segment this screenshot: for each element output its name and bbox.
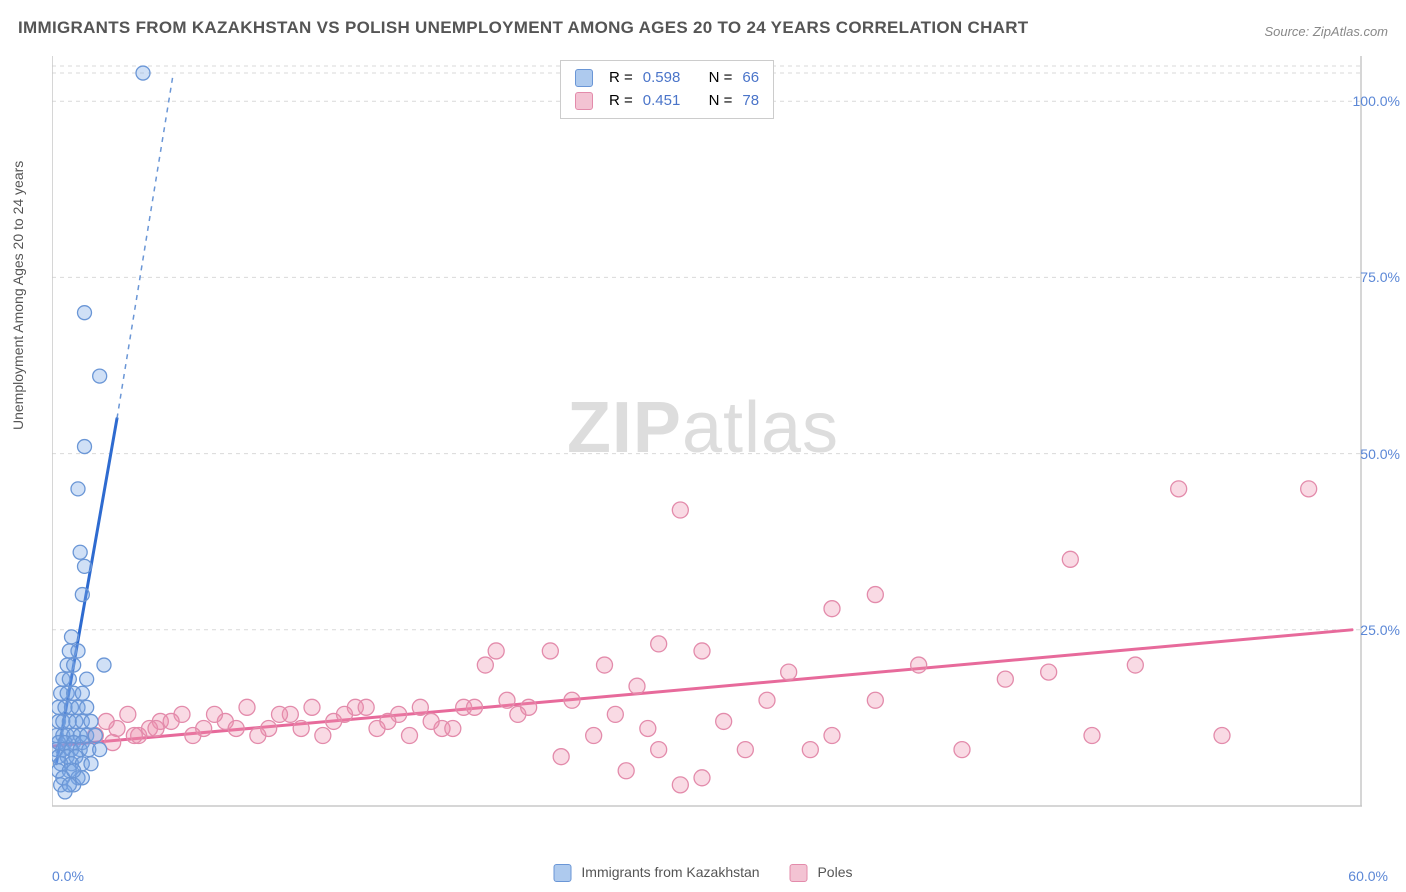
legend-item-series-b: Poles xyxy=(790,864,853,882)
y-tick-label: 25.0% xyxy=(1360,622,1400,638)
stat-N-label: N = xyxy=(709,90,733,113)
stats-swatch-b xyxy=(575,92,593,110)
legend-item-series-a: Immigrants from Kazakhstan xyxy=(554,864,760,882)
stats-swatch-a xyxy=(575,69,593,87)
bottom-legend: Immigrants from Kazakhstan Poles xyxy=(554,864,853,882)
y-tick-label: 50.0% xyxy=(1360,446,1400,462)
x-tick-max: 60.0% xyxy=(1348,868,1388,884)
stat-R-value-a: 0.598 xyxy=(643,67,681,90)
legend-label-b: Poles xyxy=(817,864,852,880)
stat-R-label: R = xyxy=(609,67,633,90)
chart-title: IMMIGRANTS FROM KAZAKHSTAN VS POLISH UNE… xyxy=(18,18,1029,38)
correlation-stats-box: R = 0.598 N = 66 R = 0.451 N = 78 xyxy=(560,60,774,119)
stat-N-value-b: 78 xyxy=(742,90,759,113)
legend-label-a: Immigrants from Kazakhstan xyxy=(581,864,759,880)
y-axis-label: Unemployment Among Ages 20 to 24 years xyxy=(10,161,26,430)
plot-area xyxy=(52,56,1362,836)
scatter-plot-svg xyxy=(52,56,1362,836)
x-tick-min: 0.0% xyxy=(52,868,84,884)
stat-R-value-b: 0.451 xyxy=(643,90,681,113)
y-tick-label: 100.0% xyxy=(1353,93,1400,109)
legend-swatch-b xyxy=(790,864,808,882)
y-tick-label: 75.0% xyxy=(1360,269,1400,285)
stat-N-label: N = xyxy=(709,67,733,90)
legend-swatch-a xyxy=(554,864,572,882)
stats-row-series-b: R = 0.451 N = 78 xyxy=(575,90,759,113)
stat-R-label: R = xyxy=(609,90,633,113)
stat-N-value-a: 66 xyxy=(742,67,759,90)
source-attribution: Source: ZipAtlas.com xyxy=(1264,24,1388,39)
stats-row-series-a: R = 0.598 N = 66 xyxy=(575,67,759,90)
